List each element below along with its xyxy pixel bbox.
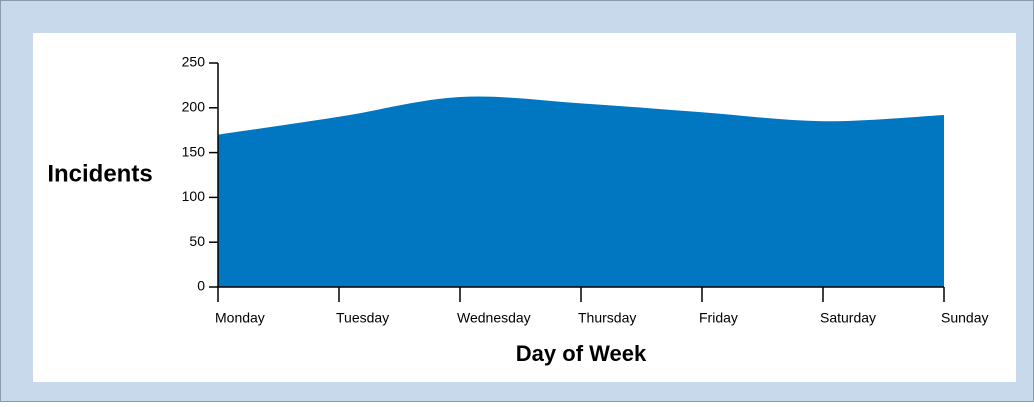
x-tick-label: Sunday — [941, 310, 988, 326]
y-tick-label: 0 — [197, 278, 205, 294]
y-tick-label: 50 — [189, 233, 205, 249]
x-axis-title: Day of Week — [516, 341, 647, 366]
y-tick-label: 200 — [182, 99, 206, 115]
y-tick-label: 250 — [182, 54, 206, 70]
area — [218, 96, 944, 287]
y-tick-label: 150 — [182, 143, 206, 159]
x-tick-label: Tuesday — [336, 310, 389, 326]
x-tick-label: Friday — [699, 310, 738, 326]
x-tick-label: Monday — [215, 310, 265, 326]
y-tick-label: 100 — [182, 188, 206, 204]
y-axis-title: Incidents — [47, 160, 152, 187]
x-tick-label: Wednesday — [457, 310, 531, 326]
x-tick-label: Thursday — [578, 310, 636, 326]
x-tick-label: Saturday — [820, 310, 876, 326]
